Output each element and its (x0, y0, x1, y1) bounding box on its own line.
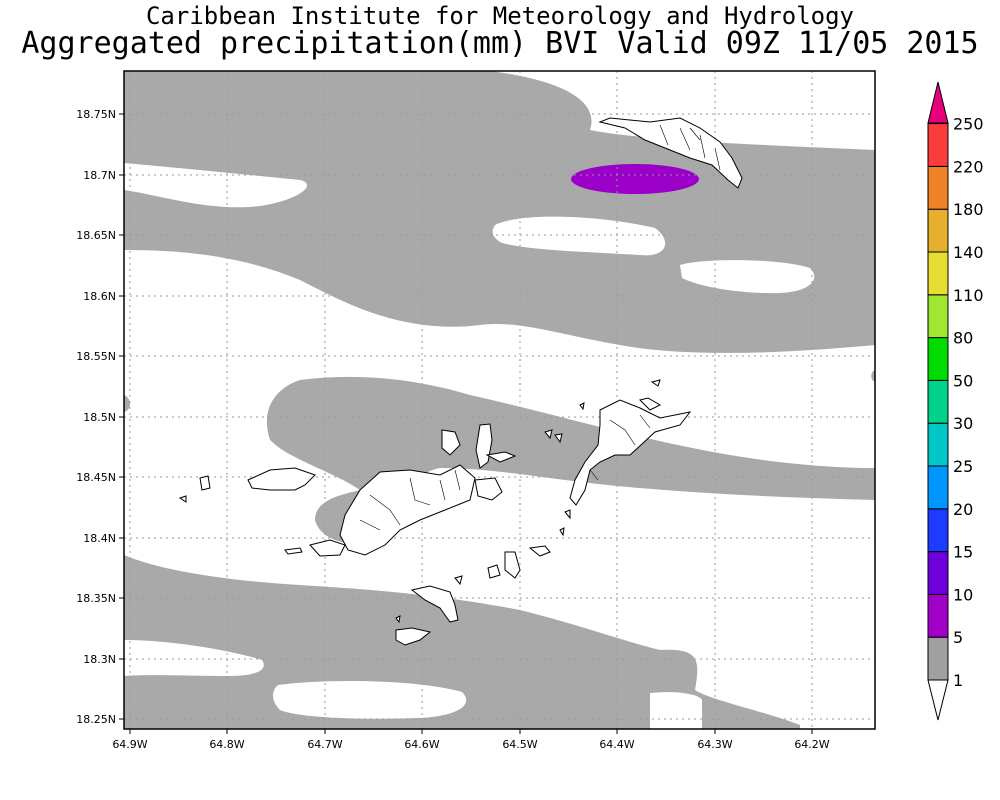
colorbar-label: 20 (953, 500, 973, 519)
colorbar-label: 220 (953, 157, 984, 176)
y-tick-label: 18.65N (76, 229, 116, 242)
colorbar-swatch (927, 251, 949, 296)
precip-field (124, 71, 875, 729)
colorbar-swatch (927, 294, 949, 339)
precip-area-purple (571, 164, 699, 194)
island-peter (410, 585, 459, 623)
y-tick-label: 18.4N (83, 532, 116, 545)
colorbar-swatch (927, 636, 949, 681)
colorbar-label: 5 (953, 628, 963, 647)
y-tick-label: 18.35N (76, 592, 116, 605)
colorbar-label: 110 (953, 286, 984, 305)
colorbar-label: 140 (953, 243, 984, 262)
colorbar-label: 15 (953, 543, 973, 562)
map-grid (124, 71, 875, 729)
x-tick-label: 64.5W (502, 738, 537, 751)
island-small-west (309, 539, 346, 557)
colorbar-swatch (927, 208, 949, 253)
colorbar-bottom-arrow (927, 679, 949, 721)
colorbar-swatch (927, 551, 949, 595)
precip-area-middle (266, 376, 875, 544)
y-tick-label: 18.55N (76, 350, 116, 363)
y-tick-label: 18.3N (83, 653, 116, 666)
x-tick-label: 64.6W (404, 738, 439, 751)
island-virgin-gorda (569, 399, 692, 506)
y-tick-label: 18.75N (76, 108, 116, 121)
colorbar-swatch (927, 593, 949, 638)
x-tick-label: 64.9W (112, 738, 147, 751)
island-anegada (598, 117, 743, 189)
y-tick-label: 18.6N (83, 290, 116, 303)
map-title: Caribbean Institute for Meteorology and … (145, 2, 854, 30)
island-jost (247, 467, 316, 491)
colorbar-swatch (927, 508, 949, 553)
colorbar-swatch (927, 379, 949, 424)
islands (178, 117, 743, 646)
colorbar-label: 80 (953, 329, 973, 348)
colorbar-swatch (927, 465, 949, 510)
x-tick-label: 64.2W (794, 738, 829, 751)
colorbar-label: 1 (953, 671, 963, 690)
colorbar-swatch (927, 337, 949, 381)
map-subtitle: Aggregated precipitation(mm) BVI Valid 0… (21, 26, 979, 61)
colorbar-label: 250 (953, 115, 984, 134)
y-tick-label: 18.7N (83, 169, 116, 182)
y-tick-label: 18.45N (76, 471, 116, 484)
precip-area-north (124, 71, 875, 353)
colorbar-top-arrow (927, 81, 949, 124)
colorbar-label: 25 (953, 457, 973, 476)
map-frame (123, 70, 876, 730)
x-tick-label: 64.7W (307, 738, 342, 751)
colorbar-label: 10 (953, 585, 973, 604)
colorbar-label: 30 (953, 414, 973, 433)
island-tortola (339, 464, 476, 556)
colorbar-label: 180 (953, 200, 984, 219)
colorbar-swatch (927, 422, 949, 467)
colorbar-swatch (927, 165, 949, 210)
y-tick-label: 18.25N (76, 713, 116, 726)
colorbar-swatch (927, 123, 949, 167)
x-tick-label: 64.4W (599, 738, 634, 751)
x-tick-label: 64.3W (697, 738, 732, 751)
colorbar-label: 50 (953, 371, 973, 390)
x-tick-label: 64.8W (209, 738, 244, 751)
y-tick-label: 18.5N (83, 411, 116, 424)
